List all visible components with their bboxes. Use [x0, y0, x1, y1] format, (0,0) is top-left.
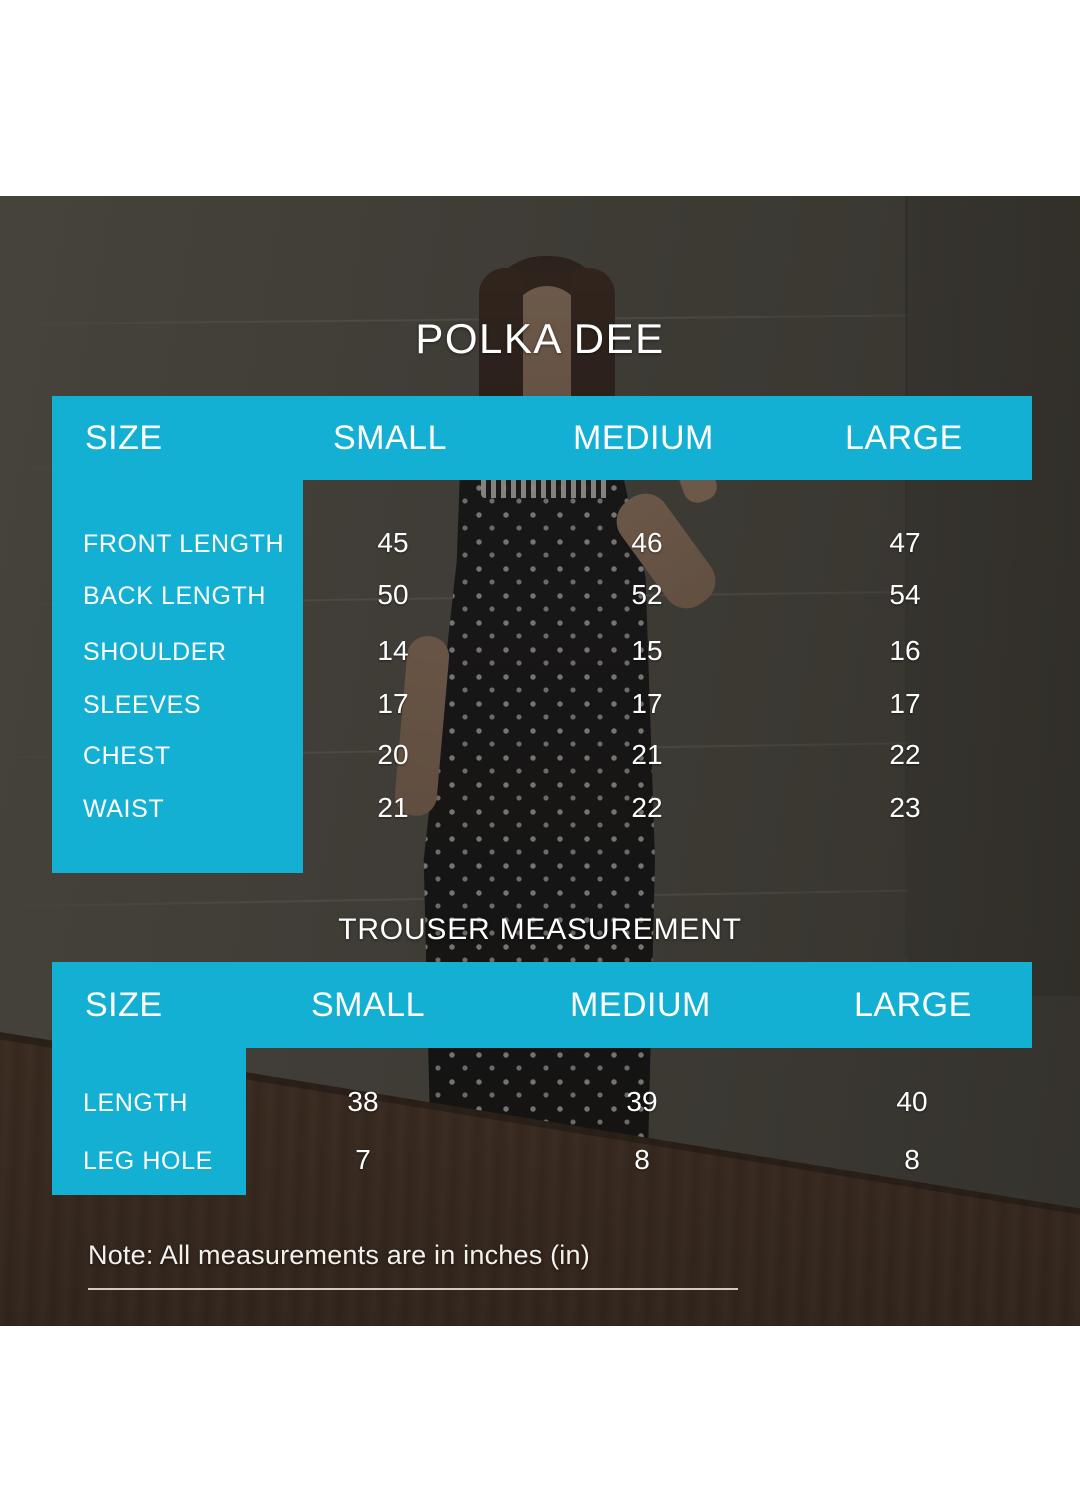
- table-cell-value: 17: [889, 688, 921, 719]
- table-cell-value: 8: [904, 1144, 920, 1175]
- table-cell-value: 22: [631, 792, 663, 823]
- note-divider: [88, 1288, 738, 1290]
- table-cell-value: 39: [626, 1086, 658, 1117]
- kurta-header-small: SMALL: [333, 419, 447, 457]
- trouser-table-header-bar: [52, 962, 1032, 1048]
- table-row-label: WAIST: [83, 795, 165, 823]
- table-row-label: SHOULDER: [83, 638, 227, 666]
- table-cell-value: 16: [889, 635, 921, 666]
- table-cell-value: 38: [347, 1086, 379, 1117]
- table-cell-value: 46: [631, 527, 663, 558]
- trouser-header-medium: MEDIUM: [570, 986, 711, 1024]
- table-cell-value: 20: [377, 739, 409, 770]
- page-title: POLKA DEE: [415, 315, 665, 362]
- trouser-section-title: TROUSER MEASUREMENT: [338, 913, 742, 946]
- table-cell-value: 40: [896, 1086, 928, 1117]
- table-cell-value: 17: [377, 688, 409, 719]
- kurta-table-header-bar: [52, 396, 1032, 480]
- table-cell-value: 22: [889, 739, 921, 770]
- table-row-label: LENGTH: [83, 1089, 189, 1117]
- table-cell-value: 17: [631, 688, 663, 719]
- kurta-header-size: SIZE: [85, 419, 163, 457]
- wall-corner: [905, 196, 908, 956]
- table-row-label: CHEST: [83, 742, 171, 770]
- trouser-header-small: SMALL: [311, 986, 425, 1024]
- table-cell-value: 50: [377, 579, 409, 610]
- table-row-label: LEG HOLE: [83, 1147, 213, 1175]
- measurement-note: Note: All measurements are in inches (in…: [88, 1240, 590, 1270]
- kurta-header-medium: MEDIUM: [573, 419, 714, 457]
- table-cell-value: 14: [377, 635, 409, 666]
- table-cell-value: 15: [631, 635, 663, 666]
- table-cell-value: 54: [889, 579, 921, 610]
- table-row-label: SLEEVES: [83, 691, 202, 719]
- wall-right-panel: [908, 196, 1080, 996]
- kurta-header-large: LARGE: [845, 419, 963, 457]
- trouser-header-size: SIZE: [85, 986, 163, 1024]
- table-cell-value: 52: [631, 579, 663, 610]
- product-photo-background: [0, 196, 1080, 1326]
- table-cell-value: 21: [377, 792, 409, 823]
- table-cell-value: 45: [377, 527, 409, 558]
- table-cell-value: 7: [355, 1144, 371, 1175]
- table-cell-value: 21: [631, 739, 663, 770]
- table-cell-value: 8: [634, 1144, 650, 1175]
- table-row-label: FRONT LENGTH: [83, 530, 285, 558]
- trouser-header-large: LARGE: [854, 986, 972, 1024]
- table-row-label: BACK LENGTH: [83, 582, 267, 610]
- table-cell-value: 47: [889, 527, 921, 558]
- table-cell-value: 23: [889, 792, 921, 823]
